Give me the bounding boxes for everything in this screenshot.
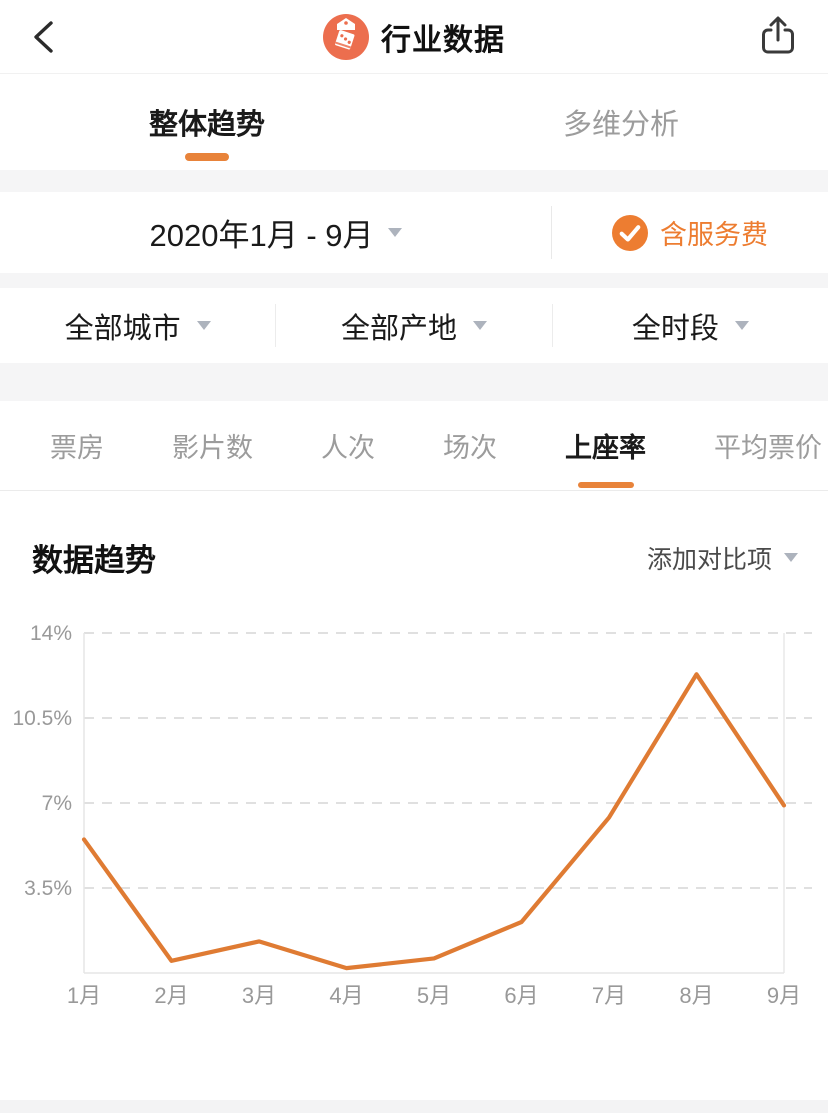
line-chart-canvas: 3.5% 7% 10.5% 14% 1月 2月 3月 4月 5月 6月 7月 8月 9月 [12,622,812,1008]
add-comparison-dropdown[interactable]: 添加对比项 [647,540,798,576]
metric-tab-admissions[interactable]: 人次 [321,433,375,463]
svg-text:4月: 4月 [329,983,363,1008]
section-header: 数据趋势 添加对比项 [0,535,828,580]
metric-tabs: 票房 影片数 人次 场次 上座率 平均票价 [0,401,828,491]
service-fee-toggle[interactable]: 含服务费 [552,192,828,273]
chevron-down-icon [196,321,211,330]
vertical-divider [551,304,553,347]
section-title: 数据趋势 [32,543,156,578]
header: 行业数据 [0,0,828,74]
metric-tab-boxoffice[interactable]: 票房 [50,433,104,463]
svg-text:10.5%: 10.5% [12,707,72,730]
vertical-divider [551,206,552,259]
svg-text:3.5%: 3.5% [24,877,72,900]
chevron-left-icon [34,21,53,53]
chevron-down-icon [473,321,487,330]
filter-origin-dropdown[interactable]: 全部产地 [276,288,551,363]
date-range-label: 2020年1月 - 9月 [149,218,374,253]
header-title-group: 行业数据 [323,13,505,60]
active-metric-underline [577,482,634,488]
svg-text:7月: 7月 [592,983,626,1008]
top-tabs: 整体趋势 多维分析 [0,74,828,170]
svg-text:5月: 5月 [417,983,451,1008]
tab-label: 多维分析 [562,109,679,141]
svg-text:14%: 14% [30,622,72,645]
svg-text:7%: 7% [42,792,72,815]
back-button[interactable] [22,15,66,59]
svg-text:2月: 2月 [154,983,188,1008]
share-button[interactable] [756,14,800,58]
metric-tab-film-count[interactable]: 影片数 [172,433,253,463]
metric-tab-screenings[interactable]: 场次 [443,433,497,463]
metric-tab-occupancy[interactable]: 上座率 [565,401,646,490]
svg-text:9月: 9月 [767,983,801,1008]
app-logo-icon [323,13,369,60]
tab-overall-trend[interactable]: 整体趋势 [0,74,414,170]
chevron-down-icon [734,321,749,330]
chevron-down-icon [784,553,798,562]
date-filter-row: 2020年1月 - 9月 含服务费 [0,192,828,273]
page-title: 行业数据 [381,23,505,57]
service-fee-label: 含服务费 [660,220,768,250]
tab-multidim-analysis[interactable]: 多维分析 [414,74,828,170]
svg-text:6月: 6月 [504,983,538,1008]
share-icon [762,16,794,54]
separator-band [0,273,828,288]
svg-text:1月: 1月 [67,983,101,1008]
active-tab-underline [185,153,229,161]
separator-band [0,363,828,401]
filter-row: 全部城市 全部产地 全时段 [0,288,828,363]
svg-text:8月: 8月 [679,983,713,1008]
bottom-home-indicator-area [0,1100,828,1113]
tab-label: 整体趋势 [148,109,265,141]
checked-circle-icon [612,214,648,251]
trend-chart[interactable]: 3.5% 7% 10.5% 14% 1月 2月 3月 4月 5月 6月 7月 8月 9月 [0,608,828,1013]
filter-city-dropdown[interactable]: 全部城市 [0,288,275,363]
chevron-down-icon [387,228,402,237]
separator-band [0,170,828,192]
vertical-divider [275,304,277,347]
metric-tab-avg-price[interactable]: 平均票价 [714,433,822,463]
svg-text:3月: 3月 [242,983,276,1008]
date-range-selector[interactable]: 2020年1月 - 9月 [0,192,551,273]
filter-timeslot-dropdown[interactable]: 全时段 [553,288,828,363]
